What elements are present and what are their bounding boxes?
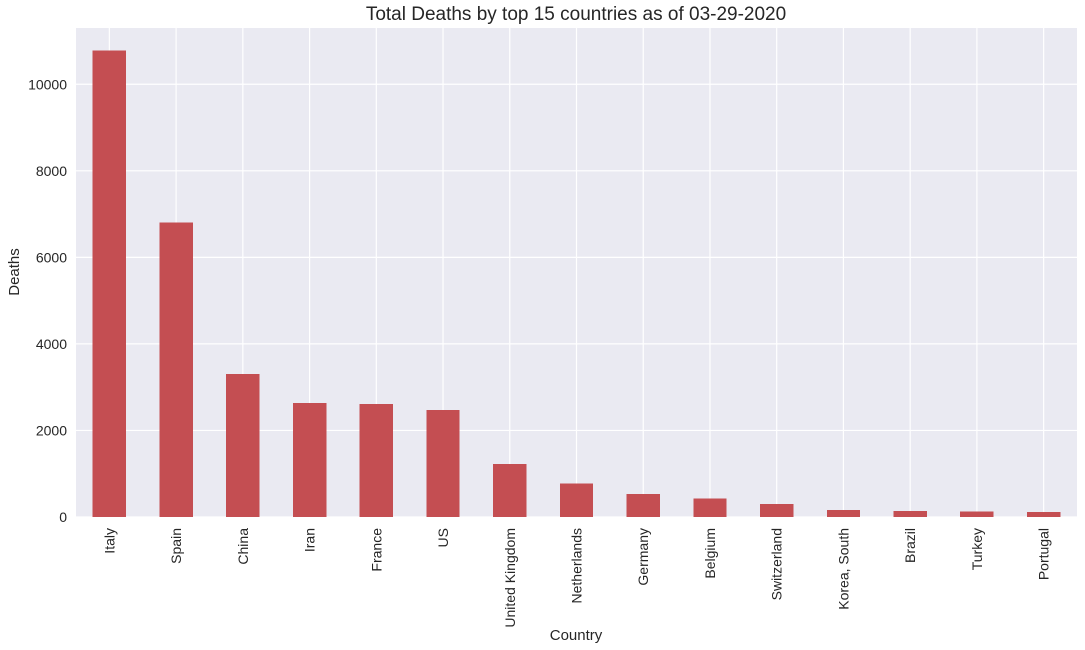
x-tick-label: US — [435, 528, 451, 547]
x-tick-label: Korea, South — [835, 528, 851, 610]
x-tick-label: France — [368, 528, 384, 572]
bar-portugal — [1026, 511, 1061, 517]
y-tick-label: 6000 — [36, 249, 67, 265]
bar-france — [359, 404, 393, 517]
y-tick-label: 2000 — [36, 422, 67, 438]
x-tick-label: Turkey — [969, 528, 985, 570]
bar-turkey — [960, 511, 994, 517]
x-tick-label: Switzerland — [769, 528, 785, 600]
x-tick-label: Portugal — [1036, 528, 1052, 580]
bars — [92, 50, 1061, 518]
bar-united-kingdom — [493, 463, 527, 517]
x-tick-label: Brazil — [902, 528, 918, 563]
chart-title: Total Deaths by top 15 countries as of 0… — [366, 4, 786, 25]
bar-us — [426, 410, 460, 517]
bar-italy — [92, 50, 127, 517]
bar-spain — [159, 222, 193, 518]
x-tick-label: Spain — [168, 528, 184, 564]
x-tick-labels: Italy Spain China Iran France US United Kingdo… — [101, 528, 1051, 628]
bar-belgium — [693, 498, 727, 517]
y-tick-label: 10000 — [28, 76, 67, 92]
x-tick-label: Iran — [302, 528, 318, 552]
bar-netherlands — [559, 483, 594, 517]
y-tick-labels: 0 2000 4000 6000 8000 10000 — [28, 76, 67, 525]
bar-iran — [292, 402, 327, 517]
bar-switzerland — [760, 504, 794, 517]
x-tick-label: Italy — [101, 528, 117, 554]
x-tick-label: Netherlands — [569, 528, 585, 604]
y-tick-label: 8000 — [36, 163, 67, 179]
x-tick-label: United Kingdom — [502, 528, 518, 628]
y-tick-label: 0 — [59, 509, 67, 525]
x-tick-label: Germany — [635, 528, 651, 586]
bar-brazil — [893, 511, 927, 517]
x-tick-label: China — [235, 528, 251, 565]
x-axis-label: Country — [550, 627, 603, 644]
y-tick-label: 4000 — [36, 336, 67, 352]
y-axis-label: Deaths — [6, 248, 23, 296]
bar-germany — [626, 493, 660, 517]
bar-china — [226, 374, 260, 517]
bar-korea-south — [826, 510, 861, 517]
x-tick-label: Belgium — [702, 528, 718, 579]
